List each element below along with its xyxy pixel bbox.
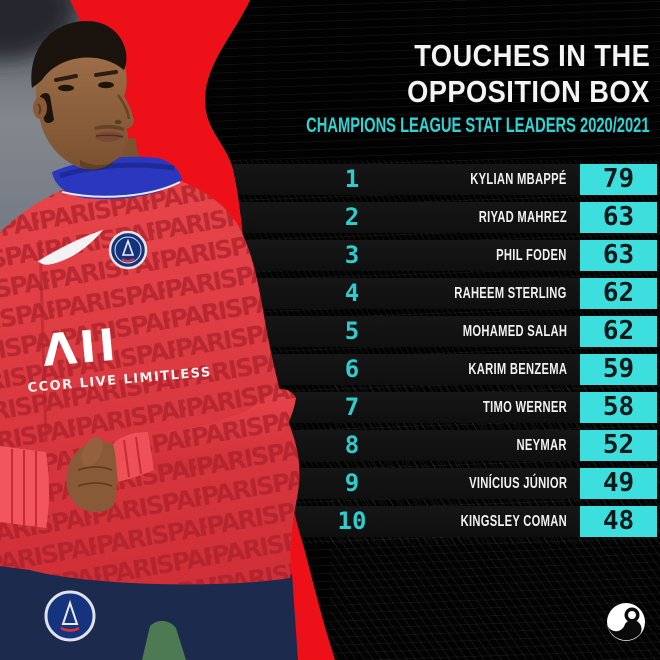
stat-row: 4 RAHEEM STERLING 62 bbox=[230, 278, 657, 309]
player-name: MOHAMED SALAH bbox=[462, 322, 567, 340]
stat-row: 2 RIYAD MAHREZ 63 bbox=[230, 202, 657, 233]
rank-number: 8 bbox=[344, 431, 360, 459]
player-name: VINÍCIUS JÚNIOR bbox=[468, 474, 567, 492]
player-name: KYLIAN MBAPPÉ bbox=[470, 170, 567, 188]
stat-row: 8 NEYMAR 52 bbox=[230, 430, 657, 461]
player-name: RAHEEM STERLING bbox=[454, 284, 567, 302]
stat-value: 63 bbox=[580, 202, 657, 233]
stat-value: 63 bbox=[580, 240, 657, 271]
stat-row: 10 KINGSLEY COMAN 48 bbox=[230, 506, 657, 537]
player-name: RIYAD MAHREZ bbox=[478, 208, 567, 226]
shirt-sponsor-logo: ΛII bbox=[41, 320, 121, 377]
rank-number: 2 bbox=[344, 203, 360, 231]
player-hand bbox=[66, 437, 117, 513]
rank-number: 6 bbox=[344, 355, 360, 383]
page-title-line1: TOUCHES IN THE bbox=[413, 38, 650, 73]
player-photo-illustration: PARISPARIS bbox=[0, 0, 335, 660]
stat-row: 7 TIMO WERNER 58 bbox=[230, 392, 657, 423]
lips bbox=[95, 131, 124, 142]
stat-value: 62 bbox=[580, 316, 657, 347]
player-name: TIMO WERNER bbox=[483, 398, 567, 416]
rank-number: 5 bbox=[344, 317, 360, 345]
sleeve-cuff bbox=[113, 432, 154, 482]
page-subtitle: CHAMPIONS LEAGUE STAT LEADERS 2020/2021 bbox=[306, 114, 650, 137]
stat-list: 1 KYLIAN MBAPPÉ 79 2 RIYAD MAHREZ 63 3 PHIL FOD… bbox=[230, 160, 657, 544]
eye-right bbox=[58, 84, 74, 92]
title-block: TOUCHES IN THE OPPOSITION BOX CHAMPIONS … bbox=[159, 38, 650, 138]
nike-swoosh-icon bbox=[38, 229, 104, 265]
stat-value: 48 bbox=[580, 506, 657, 537]
hair bbox=[31, 21, 127, 88]
eye-left bbox=[98, 81, 114, 89]
rank-number: 1 bbox=[344, 165, 360, 193]
stat-row: 1 KYLIAN MBAPPÉ 79 bbox=[230, 164, 657, 195]
rank-number: 3 bbox=[344, 241, 360, 269]
stat-value: 59 bbox=[580, 354, 657, 385]
psg-crest-chest bbox=[108, 230, 148, 270]
player-head bbox=[31, 21, 134, 171]
page-title-line2: OPPOSITION BOX bbox=[407, 74, 650, 109]
player-name: KINGSLEY COMAN bbox=[460, 512, 567, 530]
stat-value: 49 bbox=[580, 468, 657, 499]
psg-crest-shorts bbox=[44, 590, 96, 642]
stat-value: 62 bbox=[580, 278, 657, 309]
swirl-ball-logo-icon bbox=[606, 603, 645, 641]
rank-number: 10 bbox=[337, 507, 367, 535]
stat-value: 58 bbox=[580, 392, 657, 423]
rank-number: 4 bbox=[344, 279, 360, 307]
stat-row: 5 MOHAMED SALAH 62 bbox=[230, 316, 657, 347]
stat-row: 3 PHIL FODEN 63 bbox=[230, 240, 657, 271]
stat-row: 9 VINÍCIUS JÚNIOR 49 bbox=[230, 468, 657, 499]
rank-number: 7 bbox=[344, 393, 360, 421]
player-name: PHIL FODEN bbox=[496, 246, 567, 264]
player-name: NEYMAR bbox=[516, 436, 567, 454]
player-name: KARIM BENZEMA bbox=[468, 360, 567, 378]
rank-number: 9 bbox=[344, 469, 360, 497]
stat-value: 79 bbox=[580, 164, 657, 195]
stat-row: 6 KARIM BENZEMA 59 bbox=[230, 354, 657, 385]
stat-value: 52 bbox=[580, 430, 657, 461]
